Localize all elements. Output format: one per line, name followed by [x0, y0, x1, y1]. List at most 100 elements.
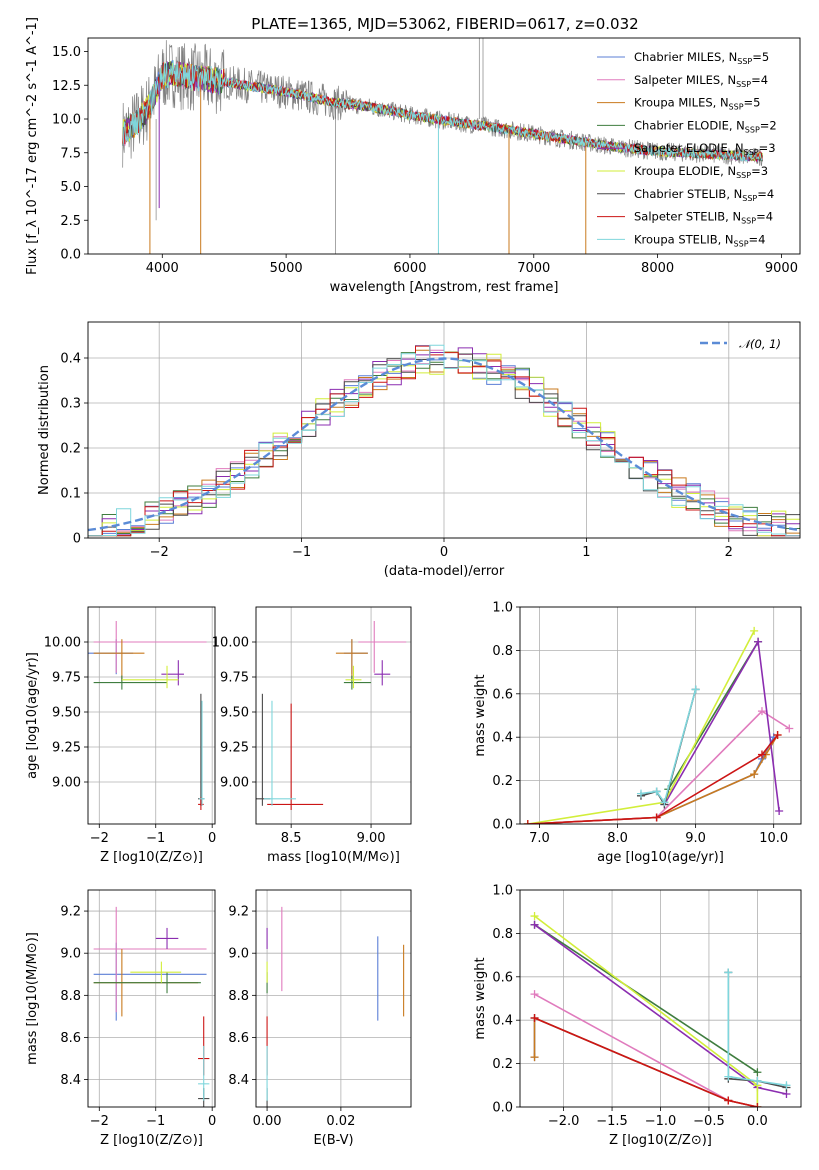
- y-tick-label: 9.25: [52, 741, 81, 756]
- y-tick-label: 0.8: [492, 927, 513, 942]
- axes-frame: [87, 606, 216, 825]
- y-tick-label: 0.4: [492, 731, 513, 746]
- legend-label: Chabrier ELODIE, NSSP=2: [634, 118, 777, 134]
- x-tick-label: 1: [582, 545, 590, 560]
- y-tick-label: 9.2: [228, 905, 249, 920]
- mass-weight-point: [754, 637, 763, 646]
- y-tick-label: 2.5: [60, 214, 81, 229]
- marks-residuals: [88, 344, 800, 537]
- marks-spectrum: [122, 38, 763, 254]
- x-tick-label: 7.0: [529, 831, 550, 846]
- figure-title: PLATE=1365, MJD=53062, FIBERID=0617, z=0…: [251, 15, 638, 33]
- y-tick-label: 8.8: [60, 989, 81, 1004]
- y-tick-label: 0.6: [492, 970, 513, 985]
- y-tick-label: 8.6: [60, 1031, 81, 1046]
- x-tick-label: 9000: [765, 261, 798, 276]
- axes-mass-vs-Z: −2 −1 0 8.4 8.6 8.8 9.0 9.2 Z [log10(Z/Z⊙)] mass …: [25, 889, 216, 1148]
- y-tick-label: 5.0: [60, 180, 81, 195]
- x-tick-label: 4000: [146, 261, 179, 276]
- x-axis-label: Z [log10(Z/Z⊙)]: [609, 1133, 712, 1148]
- axes-frame: [87, 321, 801, 539]
- axis-spectrum: 4000 5000 6000 7000 8000 9000 0.0 2.5 5.0 7.5 10.0…: [25, 17, 801, 295]
- panels: 4000 5000 6000 7000 8000 90000.02.55.07.510.0…: [25, 17, 802, 1148]
- x-tick-label: −1: [292, 545, 311, 560]
- x-tick-label: 9.00: [357, 831, 386, 846]
- legend-label: Kroupa MILES, NSSP=5: [634, 96, 760, 112]
- mass-weight-point: [724, 1096, 733, 1105]
- x-tick-label: 8.0: [607, 831, 628, 846]
- mass-weight-point: [660, 798, 669, 807]
- x-axis-label: Z [log10(Z/Z⊙)]: [100, 1133, 203, 1148]
- y-tick-label: 9.0: [60, 947, 81, 962]
- y-tick-label: 9.00: [52, 776, 81, 791]
- grid-mass-vs-Z: [88, 890, 215, 1107]
- y-tick-label: 0.1: [60, 487, 81, 502]
- marks-age-vs-mass: [256, 621, 407, 810]
- axes-frame: [255, 889, 412, 1108]
- y-tick-label: 0: [73, 532, 81, 547]
- marks-mass-vs-Z: [93, 906, 210, 1107]
- axes-frame: [519, 606, 802, 825]
- y-tick-label: 0.0: [492, 818, 513, 833]
- axis-age-vs-mass: 8.5 9.00 9.00 9.25 9.50 9.75 10.00 mass [log10(…: [212, 606, 412, 865]
- x-tick-label: 0.0: [747, 1114, 768, 1129]
- y-tick-label: 0.0: [60, 248, 81, 263]
- x-tick-label: 7000: [517, 261, 550, 276]
- y-tick-label: 0.2: [492, 774, 513, 789]
- mass-weight-point: [530, 920, 539, 929]
- mass-weight-point: [775, 806, 784, 815]
- x-tick-label: 5000: [270, 261, 303, 276]
- y-tick-label: 9.50: [220, 706, 249, 721]
- y-tick-label: 0.2: [492, 1057, 513, 1072]
- y-tick-label: 9.25: [220, 741, 249, 756]
- x-tick-label: −1: [146, 831, 165, 846]
- mass-weight-line: [727, 972, 787, 1087]
- y-tick-label: 9.2: [60, 905, 81, 920]
- y-tick-label: 8.4: [60, 1073, 81, 1088]
- mass-weight-point: [724, 1072, 733, 1081]
- mass-weight-point: [753, 1103, 762, 1107]
- x-tick-label: −2: [90, 1114, 109, 1129]
- x-axis-label: age [log10(age/yr)]: [597, 850, 724, 865]
- gaussian-reference-line: [88, 357, 800, 532]
- axis-massweight-vs-age: 7.0 8.0 9.0 10.0 0.0 0.2 0.4 0.6 0.8 1.0 age [log1…: [473, 601, 802, 865]
- y-tick-label: 0.4: [60, 352, 81, 367]
- mass-weight-point: [773, 731, 782, 740]
- y-tick-label: 9.0: [228, 947, 249, 962]
- x-tick-label: −2: [150, 545, 169, 560]
- x-tick-label: 0.00: [253, 1114, 282, 1129]
- x-tick-label: 8.5: [281, 831, 302, 846]
- x-axis-label: E(B-V): [313, 1133, 353, 1148]
- legend-label: Salpeter STELIB, NSSP=4: [634, 210, 773, 226]
- y-axis-label: mass weight: [473, 674, 488, 756]
- x-tick-label: 0: [208, 831, 216, 846]
- mass-weight-point: [757, 750, 766, 759]
- mass-weight-point: [530, 990, 539, 999]
- y-tick-label: 15.0: [52, 45, 81, 60]
- x-tick-label: −2: [90, 831, 109, 846]
- axes-frame: [255, 606, 412, 825]
- mass-weight-line: [527, 734, 779, 824]
- axes-frame: [87, 889, 216, 1108]
- y-tick-label: 9.75: [220, 671, 249, 686]
- y-tick-label: 9.50: [52, 706, 81, 721]
- mass-weight-point: [750, 626, 759, 635]
- x-tick-label: −0.5: [693, 1114, 725, 1129]
- mass-weight-point: [636, 789, 645, 798]
- y-tick-label: 8.8: [228, 989, 249, 1004]
- axis-mass-vs-EBV: 0.00 0.02 8.4 8.6 8.8 9.0 9.2 E(B-V): [228, 889, 412, 1148]
- axis-mass-vs-Z: −2 −1 0 8.4 8.6 8.8 9.0 9.2 Z [log10(Z/Z⊙)] mass …: [25, 889, 216, 1148]
- mass-weight-point: [530, 912, 539, 921]
- x-axis-label: mass [log10(M/M⊙)]: [267, 850, 400, 865]
- legend-label: Salpeter ELODIE, NSSP=3: [634, 141, 776, 157]
- mass-weight-point: [523, 820, 532, 824]
- axes-residuals: −2 −1 0 1 2 0 0.1 0.2 0.3 0.4 (data-model)/error No…: [37, 321, 801, 579]
- gaussian-legend-label: 𝒩(0, 1): [739, 337, 781, 351]
- axis-residuals: −2 −1 0 1 2 0 0.1 0.2 0.3 0.4 (data-model)/error No…: [37, 321, 801, 579]
- marks-massweight-vs-age: [523, 626, 794, 824]
- mass-weight-point: [753, 1076, 762, 1085]
- y-tick-label: 8.6: [228, 1031, 249, 1046]
- legend-label: Salpeter MILES, NSSP=4: [634, 73, 768, 89]
- axis-massweight-vs-Z: −2.0 −1.5 −1.0 −0.5 0.0 0.0 0.2 0.4 0.6 0.8 1.0 Z […: [473, 884, 802, 1148]
- mass-weight-point: [785, 724, 794, 733]
